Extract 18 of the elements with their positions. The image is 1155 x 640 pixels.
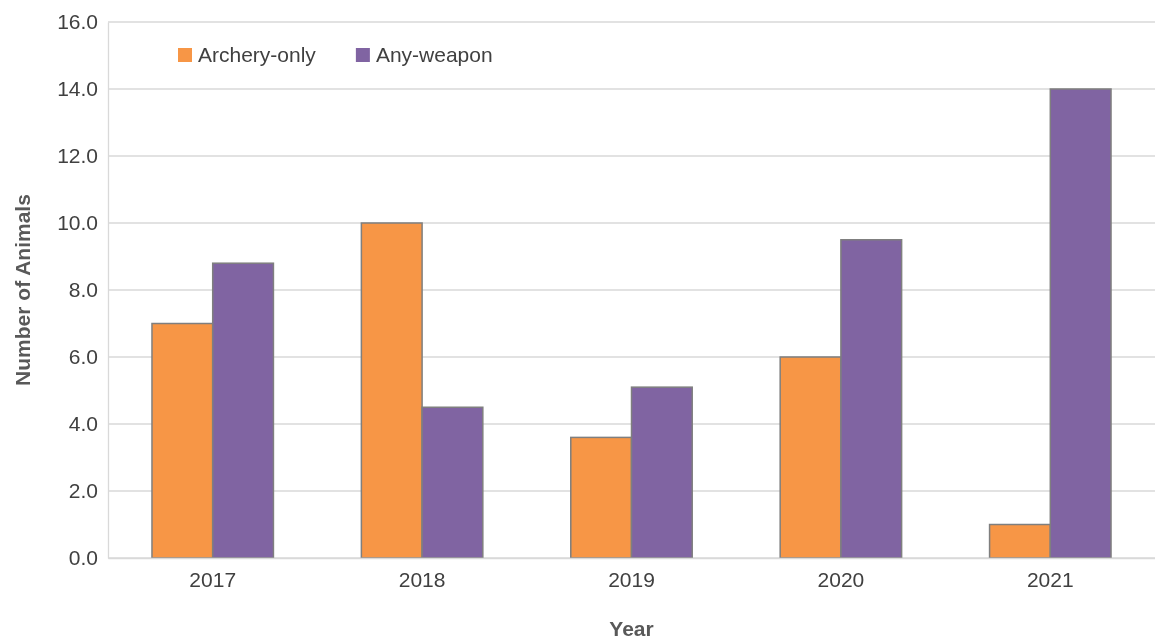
x-tick-label: 2019: [608, 567, 655, 591]
y-axis-title: Number of Animals: [11, 194, 34, 386]
y-tick-label: 6.0: [68, 345, 98, 369]
y-tick-label: 0.0: [68, 546, 98, 570]
y-tick-label: 10.0: [57, 211, 98, 235]
legend-label: Any-weapon: [375, 43, 493, 67]
x-tick-label: 2021: [1026, 567, 1074, 591]
y-tick-label: 16.0: [57, 10, 98, 34]
x-tick-label: 2020: [817, 567, 865, 591]
y-tick-label: 8.0: [68, 278, 98, 302]
legend-label: Archery-only: [198, 43, 317, 67]
y-tick-label: 14.0: [57, 77, 98, 101]
y-tick-label: 2.0: [68, 479, 98, 503]
y-tick-label: 12.0: [57, 144, 98, 168]
x-tick-label: 2017: [189, 567, 237, 591]
x-tick-label: 2018: [398, 567, 446, 591]
y-tick-label: 4.0: [68, 412, 98, 436]
x-axis-title: Year: [609, 617, 654, 640]
